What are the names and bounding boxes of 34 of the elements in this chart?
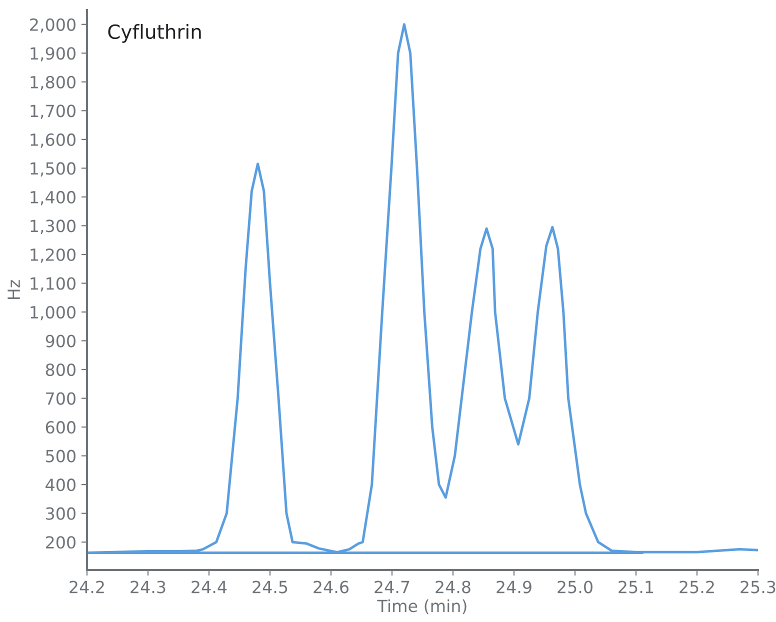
- y-tick-label: 2,000: [30, 18, 76, 33]
- y-tick-label: 1,900: [30, 47, 76, 62]
- y-tick-label: 1,300: [30, 220, 76, 234]
- x-tick-label: 24.6: [314, 580, 349, 594]
- x-tick-label: 24.5: [252, 580, 288, 594]
- x-tick-label: 24.3: [130, 580, 166, 594]
- x-axis-title: Time (min): [377, 599, 466, 614]
- y-tick-label: 1,700: [30, 104, 76, 119]
- x-tick-label: 24.9: [496, 580, 532, 594]
- x-tick-label: 25.3: [740, 580, 776, 594]
- y-tick-label: 500: [46, 450, 76, 462]
- y-tick-label: 1,000: [30, 306, 76, 320]
- x-tick-label: 24.7: [374, 580, 410, 594]
- y-tick-label: 1,600: [30, 133, 76, 148]
- y-axis-title: Hz: [8, 280, 20, 300]
- y-tick-label: 300: [46, 507, 76, 520]
- y-tick-label: 1,100: [30, 277, 76, 292]
- y-tick-label: 1,200: [30, 248, 76, 263]
- y-tick-label: 800: [46, 363, 76, 376]
- x-tick-label: 24.8: [436, 580, 470, 594]
- y-tick-label: 200: [46, 536, 76, 549]
- x-tick-label: 25.2: [680, 580, 714, 594]
- y-tick-label: 400: [46, 478, 76, 492]
- y-tick-label: 700: [46, 392, 76, 405]
- text: Cyfluthrin: [108, 24, 201, 43]
- y-tick-label: 900: [46, 334, 76, 348]
- y-tick-label: 600: [46, 421, 76, 434]
- y-tick-label: 1,500: [30, 162, 76, 176]
- x-tick-label: 24.4: [192, 580, 227, 594]
- y-tick-label: 1,800: [30, 76, 76, 90]
- x-tick-label: 25.0: [558, 580, 592, 594]
- y-tick-label: 1,400: [30, 190, 76, 206]
- x-tick-label: 24.2: [70, 580, 104, 594]
- x-tick-label: 25.1: [618, 580, 654, 594]
